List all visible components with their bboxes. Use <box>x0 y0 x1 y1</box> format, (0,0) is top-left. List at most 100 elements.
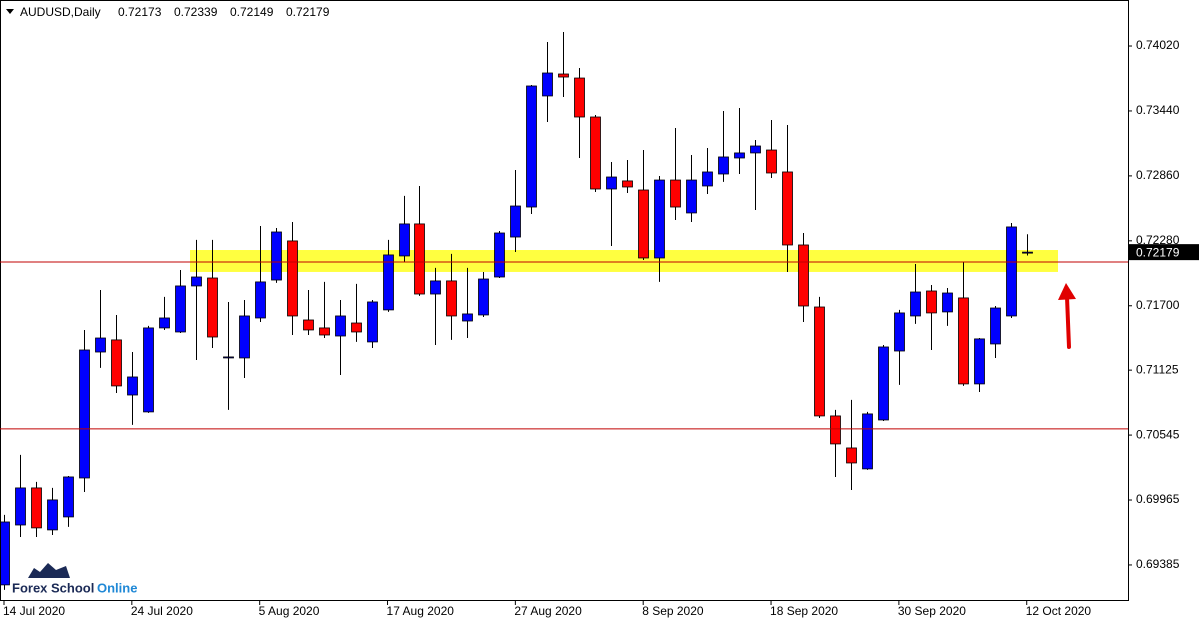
x-tick-label: 24 Jul 2020 <box>131 604 193 618</box>
candle-body <box>910 291 921 317</box>
candle-body <box>494 232 505 278</box>
candle-body <box>239 315 250 359</box>
y-tick-label: 0.73440 <box>1136 103 1180 117</box>
candle-body <box>351 322 362 333</box>
logo-text-accent: Online <box>97 580 137 595</box>
logo-text: Forex School <box>12 580 94 595</box>
candle-body <box>207 277 218 338</box>
candle-body <box>0 521 10 586</box>
x-tick-label: 18 Sep 2020 <box>770 604 838 618</box>
y-tick-label: 0.74020 <box>1136 38 1180 52</box>
candle-body <box>878 346 889 421</box>
candle-body <box>1006 226 1017 317</box>
candle-body <box>542 72 553 97</box>
candle-body <box>271 231 282 281</box>
candle-body <box>654 179 665 259</box>
candle-body <box>462 313 473 322</box>
candle-body <box>958 297 969 385</box>
candle-body <box>79 349 90 479</box>
candle-body <box>287 240 298 317</box>
x-tick-label: 8 Sep 2020 <box>642 604 704 618</box>
candle-body <box>255 281 266 319</box>
chart-title: AUDUSD,Daily <box>20 5 101 19</box>
logo: Forex School Online <box>12 563 137 595</box>
candle-body <box>718 156 729 175</box>
candle-body <box>191 276 202 287</box>
ohlc-open: 0.72173 <box>118 5 162 19</box>
current-price-box <box>1129 244 1199 261</box>
candle-body <box>414 223 425 295</box>
candle-body <box>31 487 42 529</box>
symbol-menu-icon[interactable] <box>6 9 14 14</box>
plot-area <box>0 32 1058 590</box>
candle-body <box>926 290 937 314</box>
candle-body <box>766 149 777 174</box>
ohlc-close: 0.72179 <box>286 5 330 19</box>
candle-body <box>622 180 633 188</box>
candle-body <box>1022 251 1033 254</box>
candle-body <box>399 223 410 257</box>
candle-body <box>734 152 745 159</box>
candle-body <box>383 254 394 311</box>
plot-frame <box>0 0 1129 601</box>
y-tick-label: 0.72860 <box>1136 168 1180 182</box>
candle-body <box>175 285 186 333</box>
candle-body <box>430 280 441 295</box>
candle-body <box>478 278 489 316</box>
candle-body <box>223 356 234 359</box>
y-tick-label: 0.70545 <box>1136 427 1180 441</box>
candle-body <box>846 447 857 464</box>
candle-body <box>95 337 106 353</box>
candle-body <box>15 487 26 526</box>
candle-body <box>606 176 617 190</box>
candle-body <box>159 317 170 329</box>
candle-body <box>686 179 697 214</box>
candle-body <box>638 189 649 259</box>
price-zone <box>190 250 1058 272</box>
candle-body <box>798 244 809 307</box>
candle-body <box>974 338 985 385</box>
candle-body <box>702 171 713 187</box>
candle-body <box>574 77 585 118</box>
candle-body <box>670 179 681 208</box>
candle-body <box>446 280 457 317</box>
candle-body <box>862 413 873 470</box>
current-price-label: 0.72179 <box>1136 245 1180 259</box>
candle-body <box>894 312 905 352</box>
candle-body <box>127 376 138 396</box>
y-tick-label: 0.72280 <box>1136 233 1180 247</box>
candle-body <box>942 292 953 313</box>
candle-body <box>63 476 74 518</box>
candle-body <box>111 339 122 387</box>
x-tick-label: 14 Jul 2020 <box>3 604 65 618</box>
candle-body <box>814 306 825 417</box>
y-tick-label: 0.69965 <box>1136 492 1180 506</box>
candle-body <box>558 73 569 78</box>
candle-body <box>750 145 761 154</box>
ohlc-high: 0.72339 <box>174 5 218 19</box>
candle-body <box>303 319 314 331</box>
candle-body <box>510 205 521 238</box>
candle-body <box>143 327 154 413</box>
annotation-arrow <box>1058 283 1076 349</box>
arrow-head <box>1058 283 1076 300</box>
candle-body <box>990 307 1001 345</box>
candle-body <box>830 415 841 445</box>
y-tick-label: 0.71125 <box>1136 362 1179 376</box>
candle-body <box>47 499 58 531</box>
y-tick-label: 0.71700 <box>1136 298 1180 312</box>
candle-body <box>526 85 537 208</box>
arrow-shaft <box>1065 295 1071 349</box>
x-tick-label: 30 Sep 2020 <box>898 604 966 618</box>
x-tick-label: 12 Oct 2020 <box>1026 604 1092 618</box>
ohlc-low: 0.72149 <box>230 5 274 19</box>
candle-body <box>319 327 330 336</box>
candle-body <box>782 171 793 246</box>
candle-body <box>590 116 601 190</box>
x-tick-label: 5 Aug 2020 <box>259 604 320 618</box>
y-tick-label: 0.69385 <box>1136 557 1180 571</box>
x-tick-label: 17 Aug 2020 <box>387 604 455 618</box>
candle-body <box>367 301 378 343</box>
